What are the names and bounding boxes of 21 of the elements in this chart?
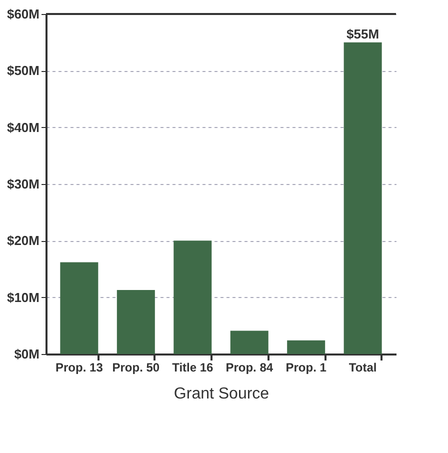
bar [60,262,98,354]
bar [174,240,212,354]
x-tick-label: Prop. 50 [112,360,160,374]
x-tick-label: Prop. 84 [226,360,274,374]
data-label: $55M [346,26,380,42]
x-axis-title: Grant Source [174,386,270,402]
y-tick-label: $10M [6,290,40,305]
y-tick-label: $60M [6,6,40,22]
y-tick-label: $30M [6,176,40,192]
bar [116,290,155,354]
bar [230,330,268,354]
x-tick-label: Prop. 13 [56,360,104,374]
y-tick-label: $0M [14,346,40,362]
x-tick-label: Title 16 [172,360,214,374]
x-tick-label: Total [348,360,377,374]
y-tick-label: $20M [6,233,40,248]
bar [344,42,382,354]
y-tick-label: $40M [6,120,40,135]
bar [287,340,326,354]
x-tick-label: Prop. 1 [286,360,327,374]
y-tick-label: $50M [6,63,40,78]
